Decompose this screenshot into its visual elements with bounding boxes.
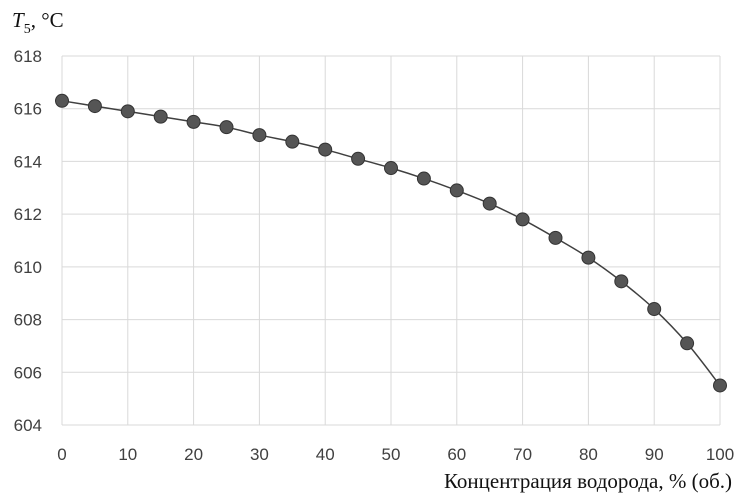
data-point	[285, 134, 300, 149]
y-tick-label: 614	[14, 152, 42, 171]
x-tick-label: 40	[316, 445, 335, 464]
y-axis-unit: , °C	[31, 8, 64, 32]
x-tick-label: 100	[706, 445, 734, 464]
x-tick-label: 70	[513, 445, 532, 464]
x-tick-label: 10	[118, 445, 137, 464]
x-tick-label: 20	[184, 445, 203, 464]
data-point	[581, 250, 596, 265]
data-point	[614, 274, 629, 289]
y-tick-label: 610	[14, 258, 42, 277]
x-tick-label: 50	[382, 445, 401, 464]
data-point	[449, 183, 464, 198]
x-tick-label: 90	[645, 445, 664, 464]
y-tick-label: 612	[14, 205, 42, 224]
y-tick-labels: 604 606 608 610 612 614 616 618	[14, 47, 42, 435]
data-point	[713, 378, 727, 393]
x-tick-label: 80	[579, 445, 598, 464]
y-axis-subscript: 5	[24, 22, 31, 37]
data-point	[153, 109, 168, 124]
data-point	[515, 212, 530, 227]
data-point	[87, 99, 102, 114]
x-tick-label: 0	[57, 445, 66, 464]
data-point	[55, 93, 69, 108]
data-point	[186, 114, 201, 129]
data-point	[219, 120, 234, 135]
y-tick-label: 616	[14, 100, 42, 119]
data-point	[318, 142, 333, 157]
x-axis-label: Концентрация водорода, % (об.)	[444, 469, 732, 493]
x-tick-labels: 0 10 20 30 40 50 60 70 80 90 100	[57, 445, 734, 464]
y-tick-label: 618	[14, 47, 42, 66]
data-point	[120, 104, 135, 119]
x-tick-label: 60	[447, 445, 466, 464]
data-points	[55, 93, 727, 393]
data-point	[416, 171, 431, 186]
y-tick-label: 606	[14, 363, 42, 382]
data-point	[351, 151, 366, 166]
data-point	[482, 196, 497, 211]
data-point	[680, 336, 695, 351]
data-point	[384, 161, 398, 176]
y-tick-label: 604	[14, 416, 42, 435]
y-tick-label: 608	[14, 311, 42, 330]
data-point	[548, 230, 563, 245]
x-tick-label: 30	[250, 445, 269, 464]
y-axis-label: T5, °C	[12, 8, 64, 37]
y-axis-symbol: T	[12, 8, 25, 32]
data-point	[252, 128, 267, 143]
data-point	[647, 302, 662, 317]
